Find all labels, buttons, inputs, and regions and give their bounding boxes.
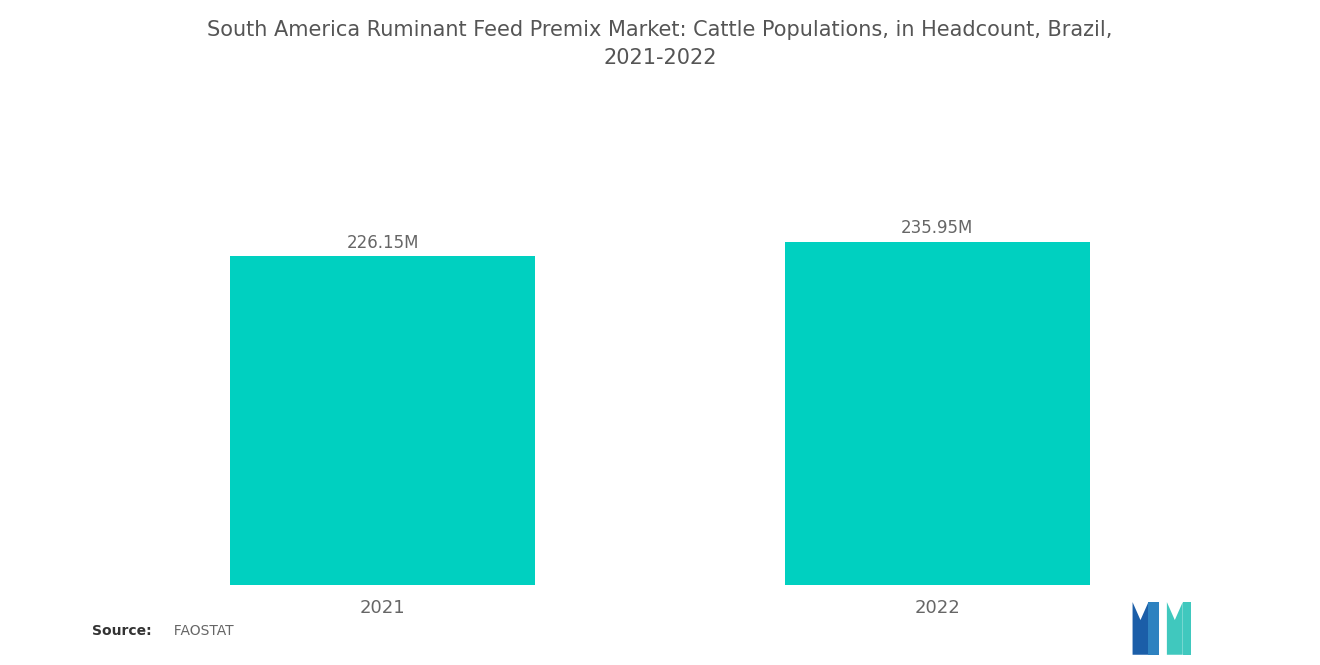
Polygon shape <box>1183 602 1191 655</box>
Bar <box>231 256 536 585</box>
Text: 226.15M: 226.15M <box>347 233 418 251</box>
Polygon shape <box>1167 602 1183 655</box>
Text: South America Ruminant Feed Premix Market: Cattle Populations, in Headcount, Bra: South America Ruminant Feed Premix Marke… <box>207 20 1113 68</box>
Text: Source:: Source: <box>92 624 152 638</box>
Polygon shape <box>1148 602 1159 655</box>
Polygon shape <box>1133 602 1148 655</box>
Text: FAOSTAT: FAOSTAT <box>165 624 234 638</box>
Text: 235.95M: 235.95M <box>902 219 973 237</box>
Bar <box>784 242 1089 585</box>
